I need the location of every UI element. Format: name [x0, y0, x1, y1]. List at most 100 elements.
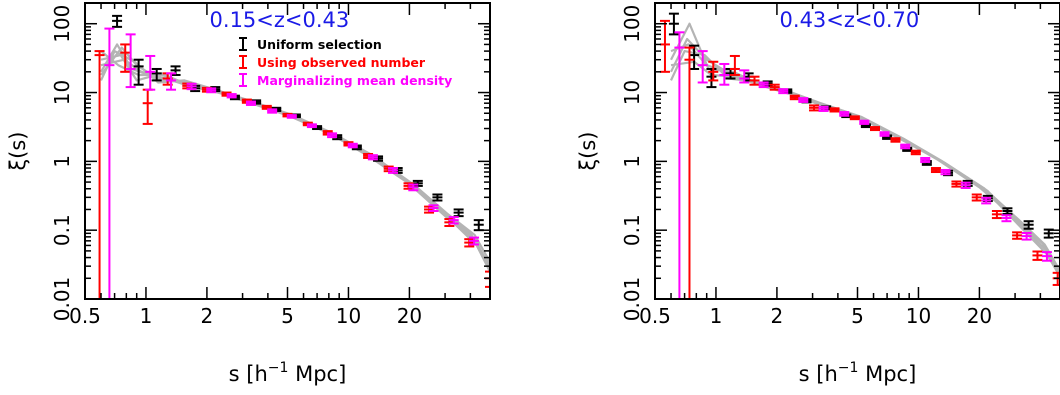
error-bar-point [166, 72, 177, 91]
error-bar-point [367, 154, 378, 161]
x-tick-label: 5 [851, 304, 864, 328]
error-bar-point [960, 181, 971, 190]
error-bar-point [226, 93, 237, 99]
legend-entry: Marginalizing mean density [257, 73, 452, 88]
x-axis-title-exponent: −1 [838, 360, 859, 376]
series-1 [668, 12, 1054, 239]
error-bar-point [453, 208, 464, 218]
error-bar-point [798, 97, 809, 103]
error-bar-point [879, 131, 890, 137]
error-bar-point [789, 94, 800, 101]
error-bar-point [849, 115, 860, 121]
error-bar-point [347, 142, 358, 149]
error-bar-point [890, 137, 901, 143]
error-bar-point [448, 216, 459, 225]
error-bar-point [142, 88, 153, 125]
series-3 [674, 31, 1052, 299]
error-bar-point [473, 219, 484, 232]
mock-lines [670, 22, 1060, 279]
y-ticks [85, 2, 490, 300]
error-bar-point [809, 104, 820, 112]
error-bar-point [708, 60, 719, 82]
panel-title: 0.15<z<0.43 [210, 8, 350, 32]
error-bar-point [1012, 231, 1023, 240]
error-bar-point [125, 33, 136, 89]
x-axis-title: s [h−1 Mpc] [229, 360, 347, 386]
error-bar-point [674, 31, 685, 299]
x-tick-label: 10 [336, 304, 361, 328]
error-bar-point [104, 27, 115, 299]
error-bar-point [778, 88, 789, 95]
series-2 [659, 19, 1060, 299]
error-bar-point [769, 83, 780, 91]
y-tick-label: 10 [620, 80, 644, 105]
error-bar-point [829, 107, 840, 113]
error-bar-point [839, 111, 850, 117]
error-bar-point [408, 183, 419, 192]
error-bar-point [206, 87, 217, 94]
error-bar-point [719, 62, 730, 86]
x-tick-label: 5 [281, 304, 294, 328]
x-axis-title-part: Mpc] [858, 362, 916, 386]
error-bar-point [145, 54, 156, 91]
error-bar-point [1002, 207, 1013, 215]
y-tick-label: 100 [620, 5, 644, 43]
x-tick-label: 20 [397, 304, 422, 328]
error-bar-point [469, 236, 480, 246]
error-bar-point [659, 19, 670, 73]
y-tick-label: 0.1 [620, 214, 644, 246]
error-bar-point [668, 12, 679, 36]
panel-title: 0.43<z<0.70 [780, 8, 920, 32]
error-bar-point [94, 50, 105, 299]
x-tick-label: 0.5 [639, 304, 671, 328]
x-tick-label: 20 [967, 304, 992, 328]
legend-symbol [239, 55, 247, 69]
y-tick-label: 1 [50, 155, 74, 168]
error-bar-point [186, 82, 197, 91]
panel-left: 0.5 1 2 5 10 20 0.01 0.1 1 10 100 0.15<z<0.43 s [h−1… [6, 2, 503, 386]
x-ticks [84, 3, 491, 299]
error-bar-point [267, 108, 278, 114]
error-bar-point [684, 46, 695, 299]
error-bar-point [729, 54, 740, 76]
error-bar-point [1032, 250, 1043, 261]
error-bar-point [432, 193, 443, 202]
legend-symbol [239, 37, 247, 51]
error-bar-point [697, 50, 708, 84]
error-bar-point [133, 58, 144, 86]
error-bar-point [1021, 231, 1032, 241]
error-bar-point [758, 81, 769, 89]
mock-line [670, 22, 1060, 276]
error-bars [94, 14, 503, 299]
error-bar-point [991, 209, 1002, 220]
error-bar-point [749, 75, 760, 86]
error-bar-point [388, 167, 399, 174]
error-bar-point [971, 193, 982, 202]
error-bar-point [151, 67, 162, 82]
mock-line [670, 37, 1060, 275]
y-axis-title: ξ(s) [576, 131, 600, 170]
error-bar-point [1041, 251, 1052, 262]
error-bar-point [739, 69, 750, 84]
error-bar-point [327, 132, 338, 139]
error-bar-point [493, 243, 503, 262]
panel-right: 0.5 1 2 5 10 20 0.01 0.1 1 10 100 0.43<z<0.70 s [h−1… [576, 2, 1060, 386]
x-tick-label: 1 [140, 304, 153, 328]
error-bar-point [900, 143, 911, 150]
x-axis-title-exponent: −1 [268, 360, 289, 376]
error-bar-point [869, 126, 880, 132]
error-bar-point [112, 14, 123, 28]
x-tick-label: 2 [201, 304, 214, 328]
plot-frame [654, 2, 1060, 300]
x-ticks [654, 3, 1060, 299]
y-tick-label: 0.01 [50, 277, 74, 322]
x-tick-label: 10 [906, 304, 931, 328]
error-bar-point [1023, 220, 1034, 230]
error-bar-point [940, 168, 951, 176]
error-bar-point [910, 149, 921, 156]
x-axis-title: s [h−1 Mpc] [799, 360, 917, 386]
y-tick-label: 0.1 [50, 214, 74, 246]
legend: Uniform selection Using observed number Ma… [239, 37, 452, 88]
